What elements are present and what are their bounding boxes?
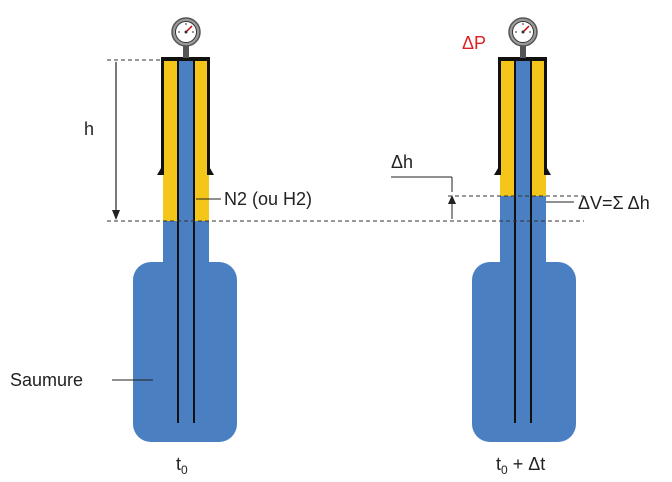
- delta-h-dimension-arrow: [391, 176, 456, 219]
- well-final: [472, 17, 576, 442]
- casing-wall-right-inner: [544, 60, 547, 175]
- wellhead-bar-left: [161, 57, 210, 61]
- pressure-gauge-icon: [171, 17, 201, 47]
- time-initial-sub: 0: [181, 463, 188, 477]
- gauge-stem-right: [520, 45, 526, 58]
- time-initial-base: t: [176, 454, 181, 474]
- delta-h-label: Δh: [391, 152, 413, 172]
- casing-shoe-right-a: [494, 163, 501, 175]
- brine-label: Saumure: [10, 370, 83, 390]
- casing-wall-right-outer: [498, 60, 501, 175]
- time-label-final: t0 + Δt: [496, 454, 545, 477]
- inner-tubing-right: [515, 60, 531, 423]
- time-label-initial: t0: [176, 454, 188, 477]
- well-initial: [133, 17, 237, 442]
- casing-wall-left-outer: [161, 60, 164, 175]
- time-final-base: t: [496, 454, 501, 474]
- casing-wall-left-inner: [207, 60, 210, 175]
- gauge-stem-left: [183, 45, 189, 58]
- casing-shoe-right: [207, 163, 214, 175]
- time-final-sub: 0: [501, 463, 508, 477]
- casing-shoe-left: [157, 163, 164, 175]
- height-dimension-arrow: [112, 62, 120, 220]
- gas-label: N2 (ou H2): [224, 189, 312, 209]
- wellhead-bar-right: [498, 57, 547, 61]
- pressure-change-label: ΔP: [462, 33, 486, 53]
- inner-tubing-left: [178, 60, 194, 423]
- casing-shoe-right-b: [544, 163, 551, 175]
- volume-change-label: ΔV=Σ Δh: [578, 193, 650, 213]
- pressure-gauge-icon: [508, 17, 538, 47]
- height-label: h: [84, 119, 94, 139]
- time-final-suffix: + Δt: [508, 454, 546, 474]
